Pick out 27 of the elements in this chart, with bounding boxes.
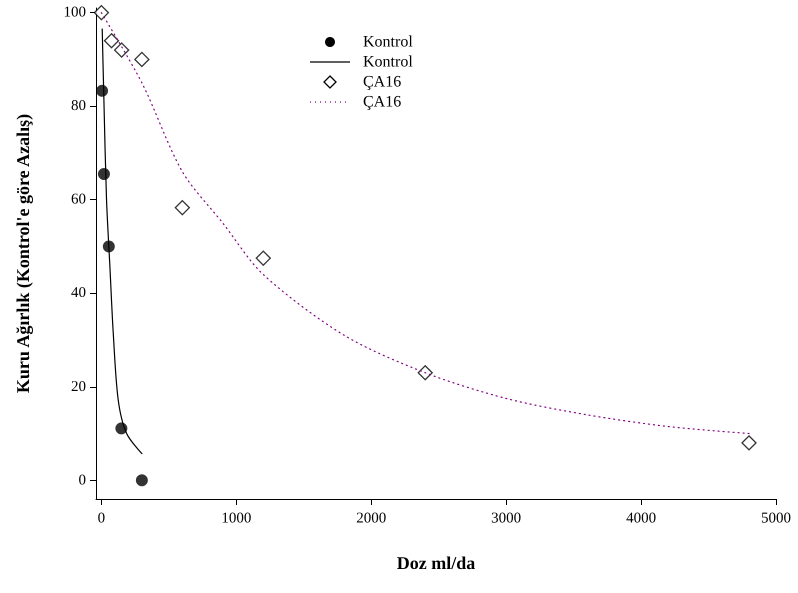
point: [114, 42, 130, 58]
y-tick-label: 20: [71, 378, 86, 395]
y-tick-label: 40: [71, 285, 86, 302]
y-tick-label: 0: [78, 472, 86, 488]
y-tick-label: 60: [71, 192, 86, 208]
y-axis-title: Kuru Ağırlık (Kontrol'e göre Azalış): [13, 114, 33, 394]
point: [104, 33, 120, 48]
point: [136, 474, 148, 486]
point: [418, 365, 433, 380]
y-tick-label: 100: [64, 4, 86, 21]
x-tick-label: 0: [98, 510, 106, 526]
legend-label: Kontrol: [363, 54, 414, 70]
point: [174, 200, 190, 216]
x-tick-label: 3000: [491, 510, 522, 526]
legend-label: Kontrol: [363, 34, 414, 50]
point: [741, 435, 757, 451]
x-tick-label: 4000: [626, 510, 656, 526]
x-tick-label: 5000: [761, 510, 791, 526]
x-axis-title: Doz ml/da: [396, 553, 476, 573]
point: [256, 250, 271, 266]
y-tick-label: 80: [71, 98, 86, 114]
x-tick-label: 1000: [221, 510, 252, 526]
point: [94, 5, 110, 20]
legend-label: ÇA16: [363, 74, 402, 90]
x-tick-label: 2000: [356, 510, 386, 526]
point: [134, 52, 150, 68]
legend-label: ÇA16: [363, 94, 402, 110]
